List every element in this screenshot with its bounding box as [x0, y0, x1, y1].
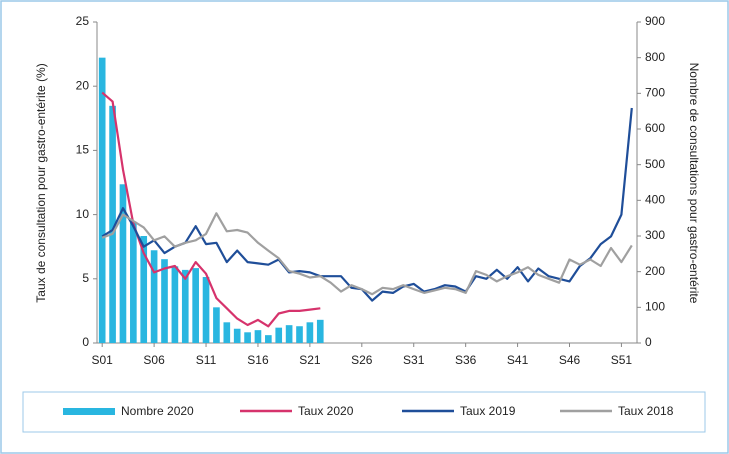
y-axis-title: Taux de consultation pour gastro-entérit…	[34, 63, 48, 302]
y-tick-label: 15	[76, 143, 90, 157]
x-tick-label: S21	[299, 353, 321, 367]
legend-frame	[22, 391, 706, 433]
x-tick-label: S36	[455, 353, 477, 367]
bar	[296, 326, 303, 343]
bar	[98, 57, 106, 344]
bar	[265, 335, 272, 343]
y-tick-label: 5	[82, 271, 89, 285]
x-tick-label: S16	[247, 353, 269, 367]
y-tick-label: 20	[76, 78, 90, 92]
bar	[306, 322, 314, 343]
y2-tick-label: 400	[645, 193, 665, 207]
x-tick-label: S46	[559, 353, 581, 367]
bar	[254, 330, 262, 343]
x-tick-label: S41	[507, 353, 529, 367]
y2-tick-label: 900	[645, 14, 665, 28]
x-tick-label: S51	[611, 353, 633, 367]
legend-swatch	[63, 408, 115, 415]
bar	[275, 327, 283, 343]
y2-tick-label: 100	[645, 300, 665, 314]
legend-label: Taux 2020	[298, 404, 354, 418]
x-tick-label: S01	[92, 353, 114, 367]
y-tick-label: 0	[82, 335, 89, 349]
y2-tick-label: 500	[645, 157, 665, 171]
bar	[285, 325, 293, 343]
bar	[192, 268, 199, 343]
y-tick-label: 10	[76, 207, 90, 221]
y2-axis-title: Nombre de consultations pour gastro-enté…	[687, 63, 701, 304]
legend-label: Taux 2018	[618, 404, 674, 418]
bar	[213, 307, 220, 343]
bar	[109, 105, 116, 343]
bar	[181, 269, 189, 343]
bar	[140, 236, 148, 343]
bar	[244, 332, 251, 343]
x-tick-label: S31	[403, 353, 425, 367]
line-series	[101, 107, 633, 302]
y2-tick-label: 300	[645, 228, 665, 242]
y2-tick-label: 700	[645, 86, 665, 100]
legend-label: Nombre 2020	[121, 404, 194, 418]
line-series	[101, 212, 633, 296]
bar	[130, 221, 137, 343]
bar	[233, 328, 241, 343]
y2-tick-label: 800	[645, 50, 665, 64]
y2-tick-label: 600	[645, 121, 665, 135]
x-tick-label: S06	[143, 353, 165, 367]
x-tick-label: S11	[196, 353, 217, 367]
bar	[316, 319, 324, 343]
y2-tick-label: 200	[645, 264, 665, 278]
y-tick-label: 25	[76, 14, 90, 28]
bar	[150, 250, 158, 343]
bar	[202, 277, 210, 343]
legend-label: Taux 2019	[460, 404, 516, 418]
bar	[223, 322, 231, 343]
y2-tick-label: 0	[645, 335, 652, 349]
x-tick-label: S26	[351, 353, 373, 367]
bar	[119, 184, 127, 343]
bar	[171, 266, 179, 343]
bar	[161, 259, 168, 343]
